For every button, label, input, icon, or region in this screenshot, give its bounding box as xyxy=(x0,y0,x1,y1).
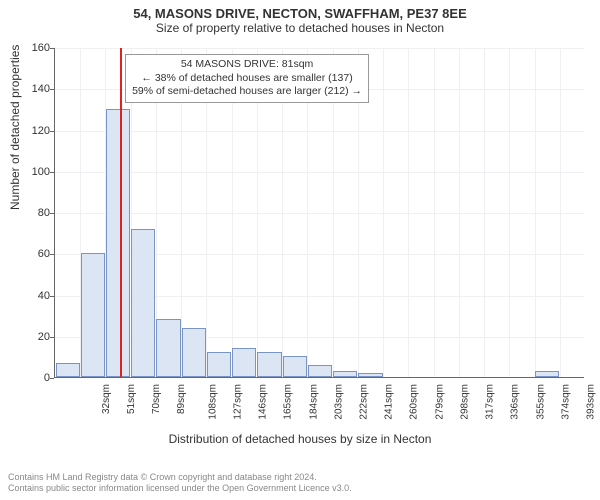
y-tick-label: 120 xyxy=(6,125,50,137)
histogram-bar xyxy=(257,352,281,377)
x-tick-label: 51sqm xyxy=(126,384,137,414)
x-tick-label: 393sqm xyxy=(586,384,597,420)
histogram-bar xyxy=(81,253,105,377)
x-tick-label: 165sqm xyxy=(283,384,294,420)
x-tick-label: 32sqm xyxy=(101,384,112,414)
x-tick-label: 127sqm xyxy=(232,384,243,420)
histogram-bar xyxy=(182,328,206,378)
gridline-h xyxy=(55,172,584,173)
footer-line-1: Contains HM Land Registry data © Crown c… xyxy=(8,472,352,483)
histogram-bar xyxy=(308,365,332,377)
x-tick-label: 317sqm xyxy=(485,384,496,420)
x-tick-label: 241sqm xyxy=(384,384,395,420)
annotation-line: 59% of semi-detached houses are larger (… xyxy=(132,85,362,99)
y-tick-label: 160 xyxy=(6,42,50,54)
x-tick-label: 260sqm xyxy=(409,384,420,420)
histogram-bar xyxy=(358,373,382,377)
gridline-v xyxy=(383,48,384,377)
x-tick-label: 184sqm xyxy=(308,384,319,420)
x-tick-label: 70sqm xyxy=(151,384,162,414)
histogram-bar xyxy=(156,319,180,377)
x-tick-label: 203sqm xyxy=(333,384,344,420)
histogram-bar xyxy=(106,109,130,377)
y-tick-mark xyxy=(50,378,54,379)
gridline-v xyxy=(459,48,460,377)
histogram-bar xyxy=(232,348,256,377)
chart-subtitle: Size of property relative to detached ho… xyxy=(0,21,600,37)
x-tick-label: 355sqm xyxy=(535,384,546,420)
y-tick-label: 100 xyxy=(6,166,50,178)
gridline-v xyxy=(560,48,561,377)
chart-container: 54, MASONS DRIVE, NECTON, SWAFFHAM, PE37… xyxy=(0,0,600,500)
x-tick-label: 374sqm xyxy=(560,384,571,420)
x-tick-label: 336sqm xyxy=(510,384,521,420)
x-axis-label: Distribution of detached houses by size … xyxy=(0,432,600,446)
histogram-bar xyxy=(333,371,357,377)
gridline-h xyxy=(55,213,584,214)
annotation-box: 54 MASONS DRIVE: 81sqm← 38% of detached … xyxy=(125,54,369,103)
chart-title: 54, MASONS DRIVE, NECTON, SWAFFHAM, PE37… xyxy=(0,0,600,21)
histogram-bar xyxy=(131,229,155,378)
y-tick-mark xyxy=(50,89,54,90)
y-tick-label: 0 xyxy=(6,372,50,384)
gridline-h xyxy=(55,48,584,49)
x-tick-label: 146sqm xyxy=(258,384,269,420)
footer-attribution: Contains HM Land Registry data © Crown c… xyxy=(8,472,352,495)
x-tick-label: 279sqm xyxy=(434,384,445,420)
y-tick-label: 140 xyxy=(6,83,50,95)
footer-line-2: Contains public sector information licen… xyxy=(8,483,352,494)
gridline-v xyxy=(509,48,510,377)
y-tick-mark xyxy=(50,254,54,255)
histogram-bar xyxy=(207,352,231,377)
x-tick-label: 222sqm xyxy=(359,384,370,420)
annotation-line: ← 38% of detached houses are smaller (13… xyxy=(132,72,362,86)
y-tick-mark xyxy=(50,213,54,214)
x-tick-label: 108sqm xyxy=(207,384,218,420)
y-tick-mark xyxy=(50,172,54,173)
y-tick-label: 60 xyxy=(6,248,50,260)
reference-line xyxy=(120,48,122,377)
x-tick-label: 298sqm xyxy=(460,384,471,420)
y-tick-mark xyxy=(50,337,54,338)
annotation-line: 54 MASONS DRIVE: 81sqm xyxy=(132,58,362,72)
x-tick-label: 89sqm xyxy=(176,384,187,414)
y-tick-label: 80 xyxy=(6,207,50,219)
histogram-bar xyxy=(56,363,80,377)
y-tick-mark xyxy=(50,131,54,132)
gridline-v xyxy=(434,48,435,377)
y-tick-label: 40 xyxy=(6,290,50,302)
gridline-v xyxy=(484,48,485,377)
gridline-v xyxy=(535,48,536,377)
gridline-h xyxy=(55,131,584,132)
histogram-bar xyxy=(283,356,307,377)
histogram-bar xyxy=(535,371,559,377)
y-tick-mark xyxy=(50,296,54,297)
y-tick-mark xyxy=(50,48,54,49)
y-tick-label: 20 xyxy=(6,331,50,343)
gridline-v xyxy=(408,48,409,377)
